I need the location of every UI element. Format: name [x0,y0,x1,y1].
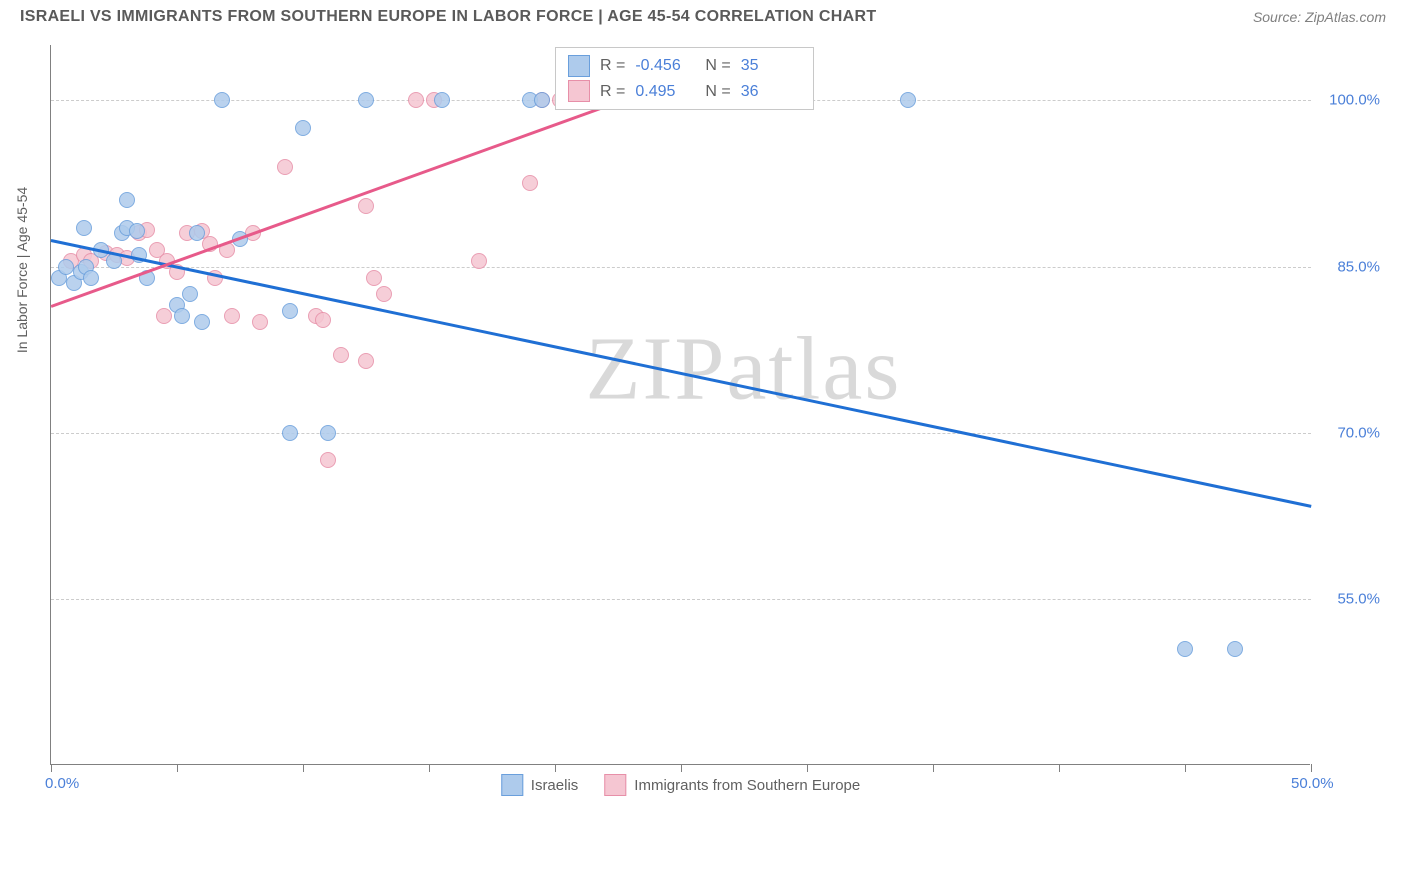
data-point [333,347,349,363]
stat-value-r: -0.456 [635,53,695,79]
legend-swatch [568,80,590,102]
data-point [320,425,336,441]
legend-swatch [568,55,590,77]
data-point [129,223,145,239]
data-point [471,253,487,269]
data-point [315,312,331,328]
source-label: Source: ZipAtlas.com [1253,9,1386,25]
gridline-h [51,267,1311,268]
data-point [522,175,538,191]
title-bar: ISRAELI VS IMMIGRANTS FROM SOUTHERN EURO… [0,0,1406,30]
data-point [119,192,135,208]
data-point [358,353,374,369]
data-point [1177,641,1193,657]
x-tick [555,764,556,772]
data-point [83,270,99,286]
data-point [1227,641,1243,657]
data-point [534,92,550,108]
x-tick [1311,764,1312,772]
data-point [320,452,336,468]
data-point [358,198,374,214]
x-tick [933,764,934,772]
x-tick [303,764,304,772]
data-point [358,92,374,108]
stats-box: R = -0.456 N = 35 R = 0.495 N = 36 [555,47,814,110]
plot-region: ZIPatlas 55.0%70.0%85.0%100.0%0.0%50.0%R… [50,45,1310,765]
y-tick-label: 70.0% [1337,424,1380,441]
data-point [252,314,268,330]
y-axis-title: In Labor Force | Age 45-54 [14,187,30,353]
data-point [156,308,172,324]
data-point [277,159,293,175]
legend: Israelis Immigrants from Southern Europe [501,774,860,796]
x-tick [681,764,682,772]
data-point [376,286,392,302]
data-point [282,303,298,319]
data-point [900,92,916,108]
stat-value-r: 0.495 [635,79,695,105]
data-point [408,92,424,108]
trend-line [51,239,1312,507]
x-tick-label: 50.0% [1291,775,1334,792]
stat-value-n: 35 [741,53,801,79]
legend-item: Immigrants from Southern Europe [604,774,860,796]
legend-label: Israelis [531,777,579,794]
x-tick [1185,764,1186,772]
legend-item: Israelis [501,774,579,796]
stat-label-n: N = [705,53,730,79]
x-tick [807,764,808,772]
x-tick [1059,764,1060,772]
data-point [194,314,210,330]
gridline-h [51,599,1311,600]
data-point [76,220,92,236]
data-point [58,259,74,275]
legend-label: Immigrants from Southern Europe [634,777,860,794]
x-tick-label: 0.0% [45,775,79,792]
chart-area: In Labor Force | Age 45-54 ZIPatlas 55.0… [50,45,1380,795]
y-tick-label: 55.0% [1337,590,1380,607]
x-tick [177,764,178,772]
y-tick-label: 85.0% [1337,258,1380,275]
stat-label-r: R = [600,79,625,105]
gridline-h [51,433,1311,434]
data-point [282,425,298,441]
data-point [224,308,240,324]
chart-title: ISRAELI VS IMMIGRANTS FROM SOUTHERN EURO… [20,8,876,26]
data-point [174,308,190,324]
data-point [434,92,450,108]
stat-value-n: 36 [741,79,801,105]
data-point [366,270,382,286]
legend-swatch [604,774,626,796]
stat-label-n: N = [705,79,730,105]
x-tick [51,764,52,772]
data-point [295,120,311,136]
y-tick-label: 100.0% [1329,92,1380,109]
data-point [189,225,205,241]
stat-label-r: R = [600,53,625,79]
data-point [182,286,198,302]
watermark: ZIPatlas [585,317,901,420]
stats-row: R = -0.456 N = 35 [568,53,801,79]
x-tick [429,764,430,772]
stats-row: R = 0.495 N = 36 [568,79,801,105]
legend-swatch [501,774,523,796]
data-point [214,92,230,108]
